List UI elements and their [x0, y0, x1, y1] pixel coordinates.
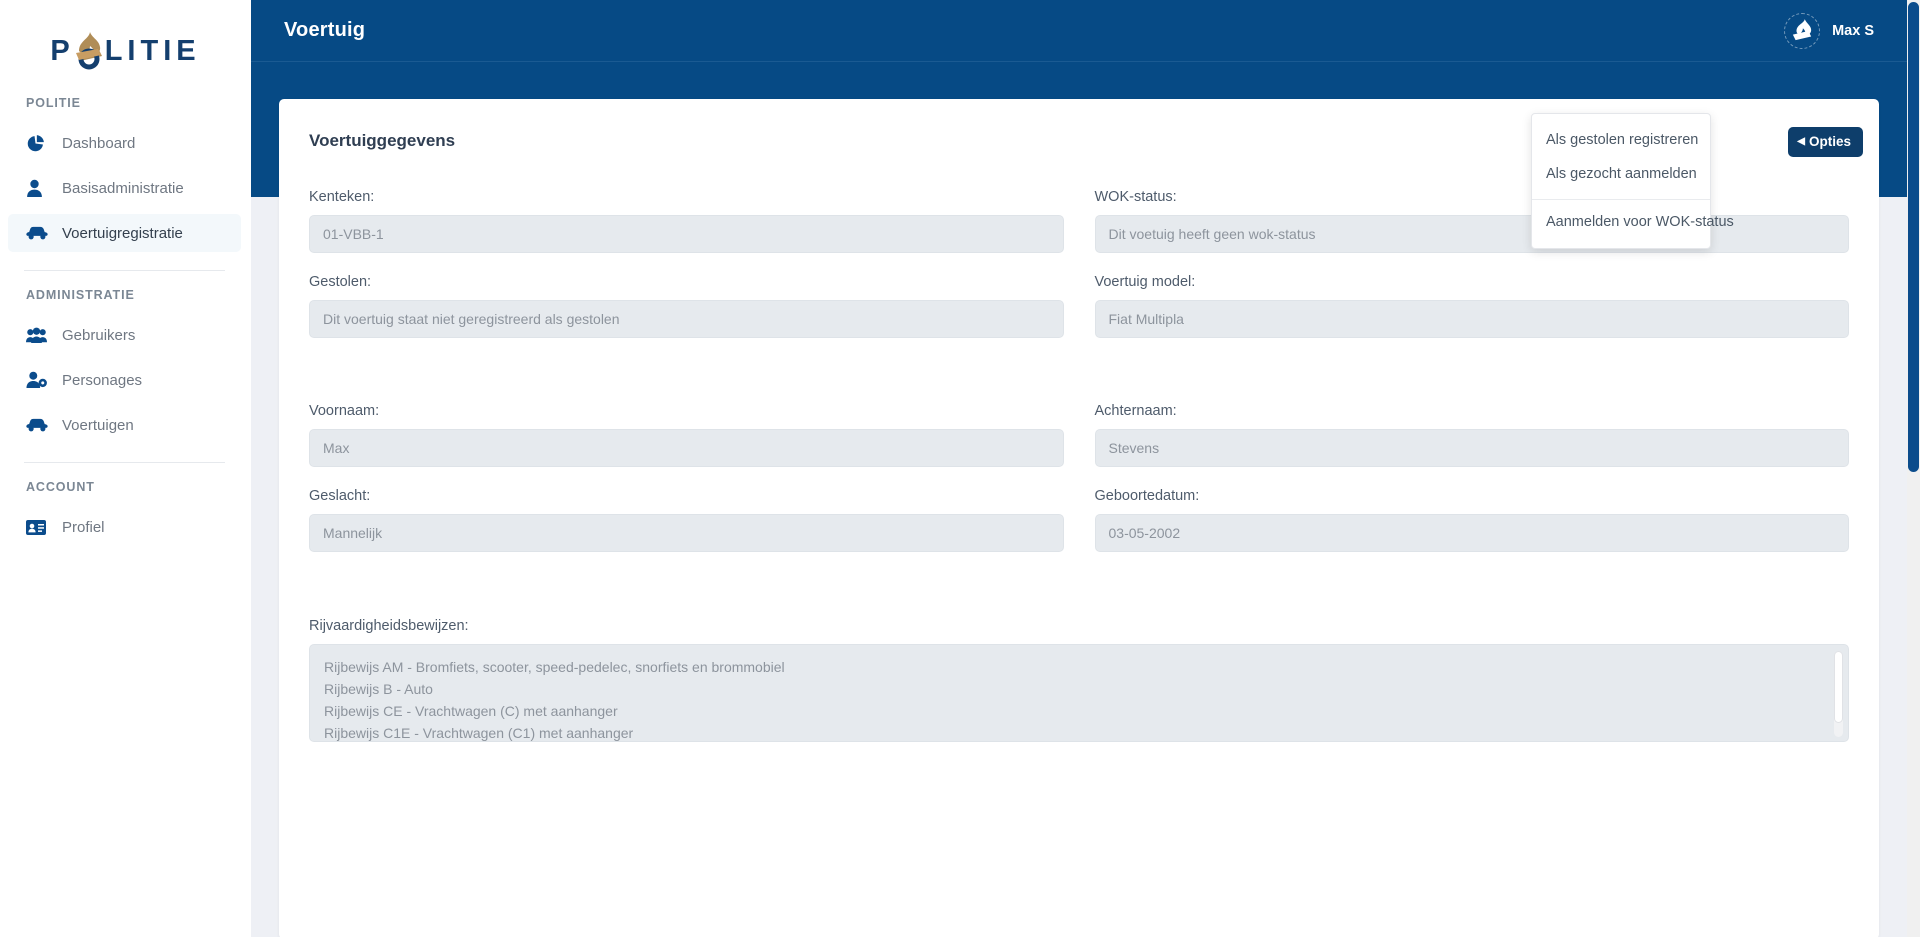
menu-item-als-gestolen-registreren[interactable]: Als gestolen registreren — [1546, 132, 1699, 148]
user-menu[interactable]: Max S — [1784, 12, 1874, 49]
menu-item-aanmelden-voor-wok-status[interactable]: Aanmelden voor WOK-status — [1546, 214, 1734, 230]
field-voornaam: Voornaam: Max — [309, 403, 1064, 467]
user-name: Max S — [1832, 22, 1874, 39]
field-geslacht: Geslacht: Mannelijk — [309, 488, 1064, 552]
licence-line: Rijbewijs CE - Vrachtwagen (C) met aanha… — [324, 703, 618, 719]
field-label: Achternaam: — [1094, 403, 1177, 419]
achternaam-input[interactable]: Stevens — [1094, 429, 1849, 467]
wok-status-input[interactable]: Dit voetuig heeft geen wok-status — [1094, 215, 1849, 253]
politie-flame-icon — [75, 32, 105, 70]
licence-line: Rijbewijs B - Auto — [324, 681, 433, 697]
logo-letter-p: P — [50, 34, 75, 67]
menu-separator — [1532, 199, 1710, 200]
geslacht-input[interactable]: Mannelijk — [309, 514, 1064, 552]
kenteken-input[interactable]: 01-VBB-1 — [309, 215, 1064, 253]
field-label: Voornaam: — [309, 403, 380, 419]
sidebar-divider-1 — [24, 270, 225, 271]
page-scrollbar-track[interactable] — [1907, 0, 1920, 937]
sidebar-section-title-politie: POLITIE — [26, 96, 81, 110]
sidebar-item-label: Gebruikers — [62, 326, 136, 344]
opties-dropdown-menu: Als gestolen registreren Als gezocht aan… — [1531, 113, 1734, 249]
users-group-icon — [26, 327, 53, 344]
sidebar-divider-2 — [24, 462, 225, 463]
sidebar-section-title-administratie: ADMINISTRATIE — [26, 288, 135, 302]
pie-chart-icon — [26, 134, 53, 153]
opties-button-label: Opties — [1808, 134, 1851, 149]
politie-logo: P LITIE — [50, 32, 201, 70]
voornaam-input[interactable]: Max — [309, 429, 1064, 467]
sidebar-item-voertuigregistratie[interactable]: Voertuigregistratie — [8, 214, 241, 252]
user-icon — [26, 179, 53, 198]
geboortedatum-input[interactable]: 03-05-2002 — [1094, 514, 1849, 552]
sidebar-group-account: ACCOUNT Profiel — [0, 480, 251, 546]
avatar — [1784, 12, 1821, 49]
field-label: Rijvaardigheidsbewijzen: — [309, 618, 469, 634]
vehicle-form: Kenteken: 01-VBB-1 WOK-status: Dit voetu… — [305, 189, 1853, 763]
field-label: Geboortedatum: — [1094, 488, 1200, 504]
logo-letters-rest: LITIE — [104, 34, 201, 67]
licence-line: Rijbewijs AM - Bromfiets, scooter, speed… — [324, 659, 785, 675]
sidebar-item-label: Personages — [62, 371, 143, 389]
field-label: Voertuig model: — [1094, 274, 1196, 290]
field-gestolen: Gestolen: Dit voertuig staat niet geregi… — [309, 274, 1064, 338]
sidebar-item-profiel[interactable]: Profiel — [8, 508, 241, 546]
sidebar-item-label: Voertuigregistratie — [62, 224, 183, 242]
field-label: Geslacht: — [309, 488, 371, 504]
sidebar: P LITIE POLITIE Dashboard Basisadministra… — [0, 0, 251, 937]
menu-item-als-gezocht-aanmelden[interactable]: Als gezocht aanmelden — [1546, 166, 1697, 182]
voertuig-model-input[interactable]: Fiat Multipla — [1094, 300, 1849, 338]
sidebar-item-basisadministratie[interactable]: Basisadministratie — [8, 169, 241, 207]
page-scrollbar-thumb[interactable] — [1908, 2, 1919, 472]
field-voertuig-model: Voertuig model: Fiat Multipla — [1094, 274, 1849, 338]
opties-button[interactable]: ◀ Opties — [1788, 127, 1863, 157]
field-geboortedatum: Geboortedatum: 03-05-2002 — [1094, 488, 1849, 552]
sidebar-item-label: Voertuigen — [62, 416, 134, 434]
sidebar-group-administratie: ADMINISTRATIE Gebruikers Personages Voer… — [0, 288, 251, 444]
sidebar-item-label: Dashboard — [62, 134, 136, 152]
card-title: Voertuiggegevens — [309, 131, 456, 150]
id-card-icon — [26, 519, 53, 535]
user-gear-icon — [26, 371, 53, 389]
sidebar-item-personages[interactable]: Personages — [8, 361, 241, 399]
field-label: Gestolen: — [309, 274, 372, 290]
page-title: Voertuig — [284, 19, 366, 41]
field-wok-status: WOK-status: Dit voetuig heeft geen wok-s… — [1094, 189, 1849, 253]
car-icon — [26, 417, 53, 433]
sidebar-item-label: Profiel — [62, 518, 105, 536]
brand-logo[interactable]: P LITIE — [0, 0, 251, 96]
main-area: Voertuig Max S Voertuiggegevens ◀ Opties — [251, 0, 1920, 937]
field-rijvaardigheidsbewijzen: Rijvaardigheidsbewijzen: Rijbewijs AM - … — [309, 618, 1849, 742]
car-icon — [26, 225, 53, 241]
field-label: WOK-status: — [1094, 189, 1177, 205]
sidebar-section-title-account: ACCOUNT — [26, 480, 95, 494]
sidebar-item-dashboard[interactable]: Dashboard — [8, 124, 241, 162]
gestolen-input[interactable]: Dit voertuig staat niet geregistreerd al… — [309, 300, 1064, 338]
textarea-scrollbar-thumb[interactable] — [1834, 651, 1843, 723]
sidebar-group-politie: POLITIE Dashboard Basisadministratie Voe… — [0, 96, 251, 252]
form-section-gap — [309, 359, 1849, 403]
licence-line: Rijbewijs C1E - Vrachtwagen (C1) met aan… — [324, 725, 634, 741]
sidebar-item-label: Basisadministratie — [62, 179, 184, 197]
topbar: Voertuig Max S — [251, 0, 1920, 62]
caret-left-icon: ◀ — [1797, 135, 1805, 147]
rijvaardigheidsbewijzen-textarea[interactable]: Rijbewijs AM - Bromfiets, scooter, speed… — [309, 644, 1849, 742]
field-label: Kenteken: — [309, 189, 375, 205]
sidebar-item-voertuigen[interactable]: Voertuigen — [8, 406, 241, 444]
field-kenteken: Kenteken: 01-VBB-1 — [309, 189, 1064, 253]
sidebar-item-gebruikers[interactable]: Gebruikers — [8, 316, 241, 354]
field-achternaam: Achternaam: Stevens — [1094, 403, 1849, 467]
